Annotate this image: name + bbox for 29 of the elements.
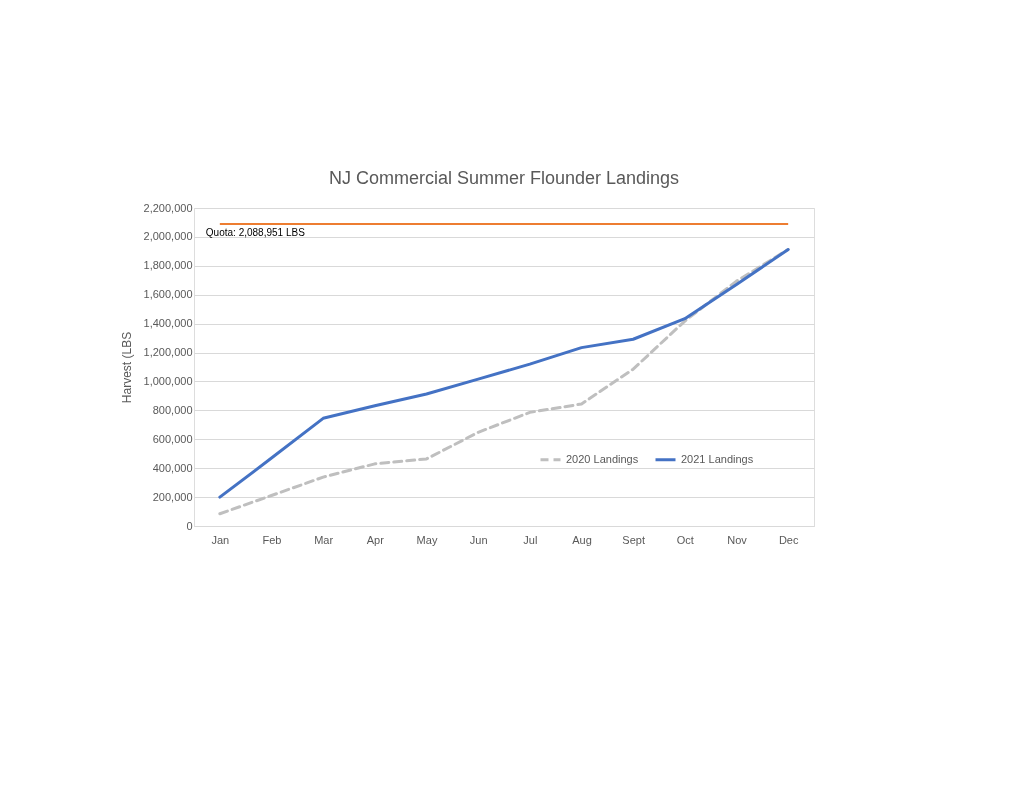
x-tick-label: Feb bbox=[262, 533, 282, 546]
y-tick-label: 2,000,000 bbox=[143, 230, 193, 243]
y-tick-label: 1,400,000 bbox=[143, 317, 193, 330]
x-tick-label: Apr bbox=[366, 533, 385, 546]
y-tick-label: 200,000 bbox=[152, 490, 193, 503]
x-tick-label: Oct bbox=[676, 533, 694, 546]
chart-title: NJ Commercial Summer Flounder Landings bbox=[328, 168, 680, 188]
x-tick-label: Jan bbox=[211, 533, 230, 546]
x-tick-label: May bbox=[416, 533, 438, 546]
x-tick-label: Jun bbox=[469, 533, 488, 546]
y-tick-label: 0 bbox=[186, 519, 193, 532]
legend-label: 2020 Landings bbox=[566, 452, 639, 465]
y-axis-title: Harvest (LBS bbox=[119, 331, 134, 404]
x-tick-label: Mar bbox=[314, 533, 334, 546]
legend-label: 2021 Landings bbox=[681, 452, 754, 465]
y-tick-label: 400,000 bbox=[152, 461, 193, 474]
y-tick-label: 1,200,000 bbox=[143, 346, 193, 359]
x-tick-label: Sept bbox=[622, 533, 645, 546]
x-tick-label: Dec bbox=[778, 533, 799, 546]
y-tick-label: 1,000,000 bbox=[143, 374, 193, 387]
y-tick-label: 800,000 bbox=[152, 403, 193, 416]
y-tick-label: 2,200,000 bbox=[143, 201, 193, 214]
x-tick-label: Aug bbox=[572, 533, 592, 546]
ref-line-label: Quota: 2,088,951 LBS bbox=[205, 227, 306, 239]
x-tick-label: Jul bbox=[523, 533, 538, 546]
y-tick-label: 1,800,000 bbox=[143, 259, 193, 272]
y-tick-label: 600,000 bbox=[152, 432, 193, 445]
y-tick-label: 1,600,000 bbox=[143, 288, 193, 301]
x-tick-label: Nov bbox=[727, 533, 748, 546]
